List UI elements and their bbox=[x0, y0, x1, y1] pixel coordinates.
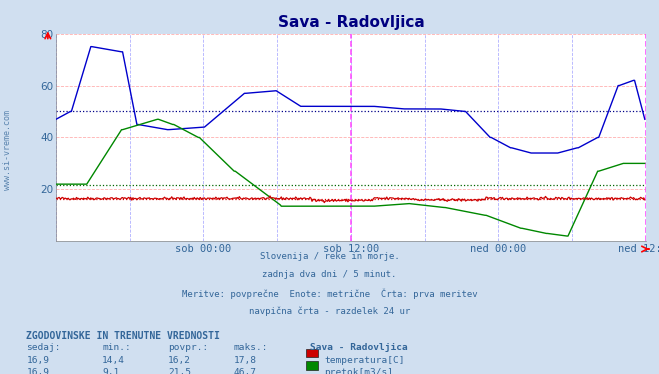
Title: Sava - Radovljica: Sava - Radovljica bbox=[277, 15, 424, 30]
Text: temperatura[C]: temperatura[C] bbox=[324, 356, 405, 365]
Text: navpična črta - razdelek 24 ur: navpična črta - razdelek 24 ur bbox=[249, 306, 410, 316]
Text: zadnja dva dni / 5 minut.: zadnja dva dni / 5 minut. bbox=[262, 270, 397, 279]
Text: Meritve: povprečne  Enote: metrične  Črta: prva meritev: Meritve: povprečne Enote: metrične Črta:… bbox=[182, 288, 477, 299]
Text: 16,9: 16,9 bbox=[26, 356, 49, 365]
Text: 17,8: 17,8 bbox=[234, 356, 257, 365]
Text: 9,1: 9,1 bbox=[102, 368, 119, 374]
Text: 14,4: 14,4 bbox=[102, 356, 125, 365]
Text: maks.:: maks.: bbox=[234, 343, 268, 352]
Text: ZGODOVINSKE IN TRENUTNE VREDNOSTI: ZGODOVINSKE IN TRENUTNE VREDNOSTI bbox=[26, 331, 220, 341]
Text: pretok[m3/s]: pretok[m3/s] bbox=[324, 368, 393, 374]
Text: 16,9: 16,9 bbox=[26, 368, 49, 374]
Text: Slovenija / reke in morje.: Slovenija / reke in morje. bbox=[260, 252, 399, 261]
Text: 16,2: 16,2 bbox=[168, 356, 191, 365]
Text: min.:: min.: bbox=[102, 343, 131, 352]
Text: sedaj:: sedaj: bbox=[26, 343, 61, 352]
Text: Sava - Radovljica: Sava - Radovljica bbox=[310, 343, 407, 352]
Text: povpr.:: povpr.: bbox=[168, 343, 208, 352]
Text: 46,7: 46,7 bbox=[234, 368, 257, 374]
Text: www.si-vreme.com: www.si-vreme.com bbox=[3, 110, 13, 190]
Text: 21,5: 21,5 bbox=[168, 368, 191, 374]
